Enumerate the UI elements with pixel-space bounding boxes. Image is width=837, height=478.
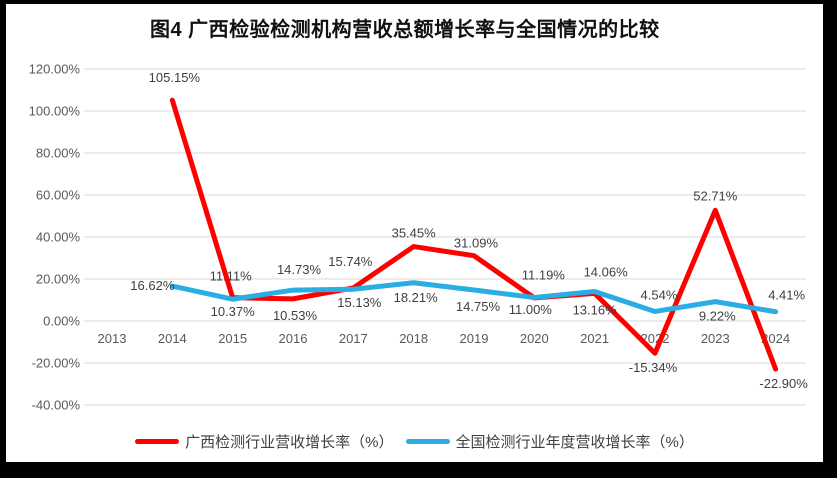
legend-label-guangxi: 广西检测行业营收增长率（%） [185, 433, 394, 451]
chart-title: 图4 广西检验检测机构营收总额增长率与全国情况的比较 [150, 19, 660, 41]
data-label-series-0: 11.11% [210, 269, 253, 284]
y-axis-tick-label: -20.00% [32, 356, 81, 371]
data-label-series-1: 4.41% [768, 288, 805, 303]
legend-item-national: 全国检测行业年度营收增长率（%） [405, 431, 694, 452]
data-label-series-1: 14.06% [584, 264, 629, 279]
y-axis-tick-label: 20.00% [36, 272, 81, 287]
legend-item-guangxi: 广西检测行业营收增长率（%） [135, 431, 394, 452]
data-label-series-1: 10.37% [211, 304, 256, 319]
blue-line-swatch-icon [405, 438, 450, 444]
x-axis-category-label: 2017 [339, 331, 368, 346]
series-line-1 [169, 280, 779, 315]
chart-legend: 广西检测行业营收增长率（%） 全国检测行业年度营收增长率（%） [6, 430, 823, 452]
x-axis-category-label: 2016 [279, 331, 308, 346]
data-label-series-1: 15.13% [337, 295, 382, 310]
data-label-series-0: 105.15% [149, 70, 201, 85]
x-axis-category-label: 2014 [158, 331, 187, 346]
y-axis-tick-label: -40.00% [32, 398, 81, 413]
x-axis-category-label: 2019 [460, 331, 489, 346]
x-axis-category-label: 2015 [218, 331, 247, 346]
y-axis-tick-label: 0.00% [43, 314, 80, 329]
red-line-swatch-icon [135, 438, 180, 444]
y-axis-tick-label: 60.00% [36, 188, 81, 203]
data-label-series-0: 35.45% [392, 226, 437, 241]
y-axis-tick-label: 80.00% [36, 146, 81, 161]
y-axis-tick-label: 120.00% [29, 62, 81, 77]
data-label-series-0: 11.00% [509, 302, 553, 317]
data-label-series-0: 15.74% [328, 254, 373, 269]
data-label-series-1: 16.62% [130, 278, 175, 293]
data-label-series-0: 13.16% [573, 302, 618, 317]
data-label-series-0: -15.34% [629, 360, 678, 375]
x-axis-category-label: 2023 [701, 331, 730, 346]
x-axis-category-label: 2021 [580, 331, 609, 346]
data-label-series-1: 18.21% [394, 290, 439, 305]
y-axis-tick-label: 40.00% [36, 230, 81, 245]
x-axis-category-label: 2024 [761, 331, 790, 346]
series-line-0 [169, 97, 779, 372]
data-label-series-1: 4.54% [641, 287, 678, 302]
data-label-series-0: 31.09% [454, 236, 499, 251]
y-axis-tick-label: 100.00% [29, 104, 81, 119]
data-label-series-1: 14.73% [277, 262, 322, 277]
legend-label-national: 全国检测行业年度营收增长率（%） [455, 433, 694, 451]
data-label-series-1: 11.19% [522, 268, 566, 283]
line-chart: 120.00% 100.00% 80.00% 60.00% 40.00% 20.00% 0.… [29, 62, 809, 413]
x-axis-category-label: 2018 [399, 331, 428, 346]
x-axis-category-label: 2013 [98, 331, 127, 346]
data-label-series-0: -22.90% [759, 376, 808, 391]
data-label-series-0: 52.71% [693, 188, 738, 203]
x-axis-category-label: 2020 [520, 331, 549, 346]
data-label-series-1: 14.75% [456, 299, 501, 314]
data-label-series-0: 10.53% [273, 308, 318, 323]
data-label-series-1: 9.22% [699, 309, 736, 324]
